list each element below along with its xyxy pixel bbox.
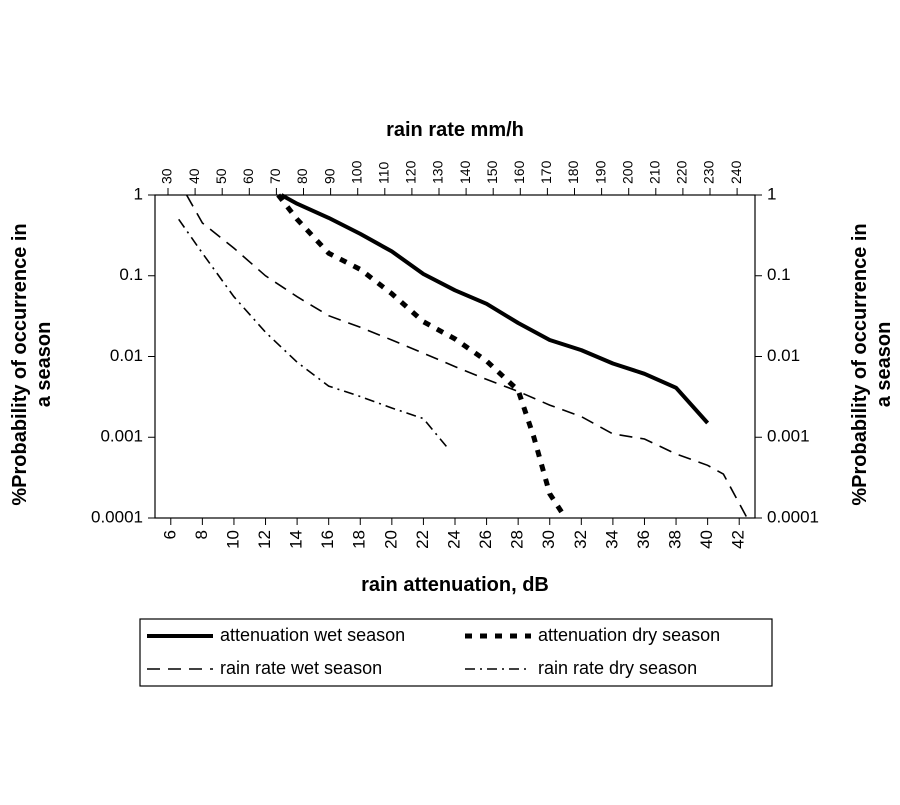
x-tick-label: 16 [318, 530, 337, 549]
x2-tick-label: 180 [565, 160, 581, 184]
x2-tick-label: 100 [348, 160, 364, 184]
y-axis-title-right-line: a season [873, 322, 895, 408]
x2-tick-label: 120 [403, 160, 419, 184]
y-tick-label-left: 1 [134, 184, 143, 203]
x2-tick-label: 190 [592, 160, 608, 184]
axes-group [154, 194, 756, 519]
x2-tick-label: 60 [240, 168, 256, 184]
x-tick-label: 22 [413, 530, 432, 549]
plot-frame [154, 194, 756, 519]
y-tick-label-right: 0.001 [767, 427, 810, 446]
x-axis-title: rain attenuation, dB [361, 574, 549, 596]
legend-group: attenuation wet season attenuation dry se… [139, 618, 773, 687]
y-axis-title-right-line: %Probability of occurrence in [849, 223, 871, 505]
axis-titles-group: rain rate mm/h rain attenuation, dB %Proba… [9, 119, 895, 596]
x-tick-label: 14 [287, 530, 306, 549]
y-tick-label-left: 0.1 [119, 265, 143, 284]
y-tick-label-right: 0.1 [767, 265, 791, 284]
x-tick-label: 12 [255, 530, 274, 549]
x2-tick-label: 240 [728, 160, 744, 184]
x2-tick-label: 160 [511, 160, 527, 184]
y-tick-label-left: 0.001 [100, 427, 143, 446]
x-tick-label: 26 [476, 530, 495, 549]
series-line-rain-rate-wet-season [185, 194, 748, 519]
legend-box [139, 618, 773, 687]
x2-tick-label: 140 [457, 160, 473, 184]
legend-label: attenuation wet season [220, 625, 405, 645]
series-line-attenuation-wet-season [280, 193, 710, 425]
series-line-attenuation-dry-season [276, 193, 568, 520]
x2-tick-label: 170 [538, 160, 554, 184]
ticks-group: 6 8 10 12 14 16 18 20 22 24 26 28 30 32 34 36 38 40 42 30 40… [91, 160, 819, 548]
x2-tick-label: 50 [213, 168, 229, 184]
y-tick-label-right: 0.01 [767, 346, 800, 365]
x-tick-label: 32 [571, 530, 590, 549]
x-tick-label: 18 [350, 530, 369, 549]
y-tick-label-right: 1 [767, 184, 776, 203]
series-line-rain-rate-dry-season [178, 218, 448, 448]
y-axis-title-left: %Probability of occurrence in a season [9, 223, 55, 505]
y-tick-label-right: 0.0001 [767, 507, 819, 526]
x-tick-label: 34 [602, 530, 621, 549]
x-tick-label: 40 [697, 530, 716, 549]
x-tick-label: 8 [192, 530, 211, 539]
x2-tick-label: 70 [267, 168, 283, 184]
x2-axis-title: rain rate mm/h [386, 119, 524, 141]
x-tick-label: 42 [729, 530, 748, 549]
x2-tick-label: 110 [376, 161, 392, 184]
y-tick-label-left: 0.01 [110, 346, 143, 365]
x-tick-label: 36 [634, 530, 653, 549]
x-tick-label: 20 [381, 530, 400, 549]
x2-tick-label: 220 [674, 160, 690, 184]
y-tick-label-left: 0.0001 [91, 507, 143, 526]
y-axis-title-right: %Probability of occurrence in a season [849, 223, 895, 505]
x-tick-label: 28 [508, 530, 527, 549]
y-axis-title-left-line: %Probability of occurrence in [9, 223, 31, 505]
x-tick-label: 6 [160, 530, 179, 539]
x2-tick-label: 30 [159, 168, 175, 184]
x-tick-label: 30 [539, 530, 558, 549]
x2-tick-label: 90 [321, 168, 337, 184]
x2-tick-label: 230 [701, 160, 717, 184]
x2-tick-label: 40 [186, 168, 202, 184]
x2-tick-label: 130 [430, 160, 446, 184]
series-group [178, 193, 748, 520]
x-tick-label: 38 [666, 530, 685, 549]
legend-label: rain rate wet season [220, 658, 382, 678]
x2-tick-label: 200 [619, 160, 635, 184]
x2-tick-label: 150 [484, 160, 500, 184]
x2-tick-label: 80 [294, 168, 310, 184]
x-tick-label: 10 [223, 530, 242, 549]
legend-label: attenuation dry season [538, 625, 720, 645]
legend-label: rain rate dry season [538, 658, 697, 678]
x-tick-label: 24 [444, 530, 463, 549]
y-axis-title-left-line: a season [33, 322, 55, 408]
x2-tick-label: 210 [647, 160, 663, 184]
